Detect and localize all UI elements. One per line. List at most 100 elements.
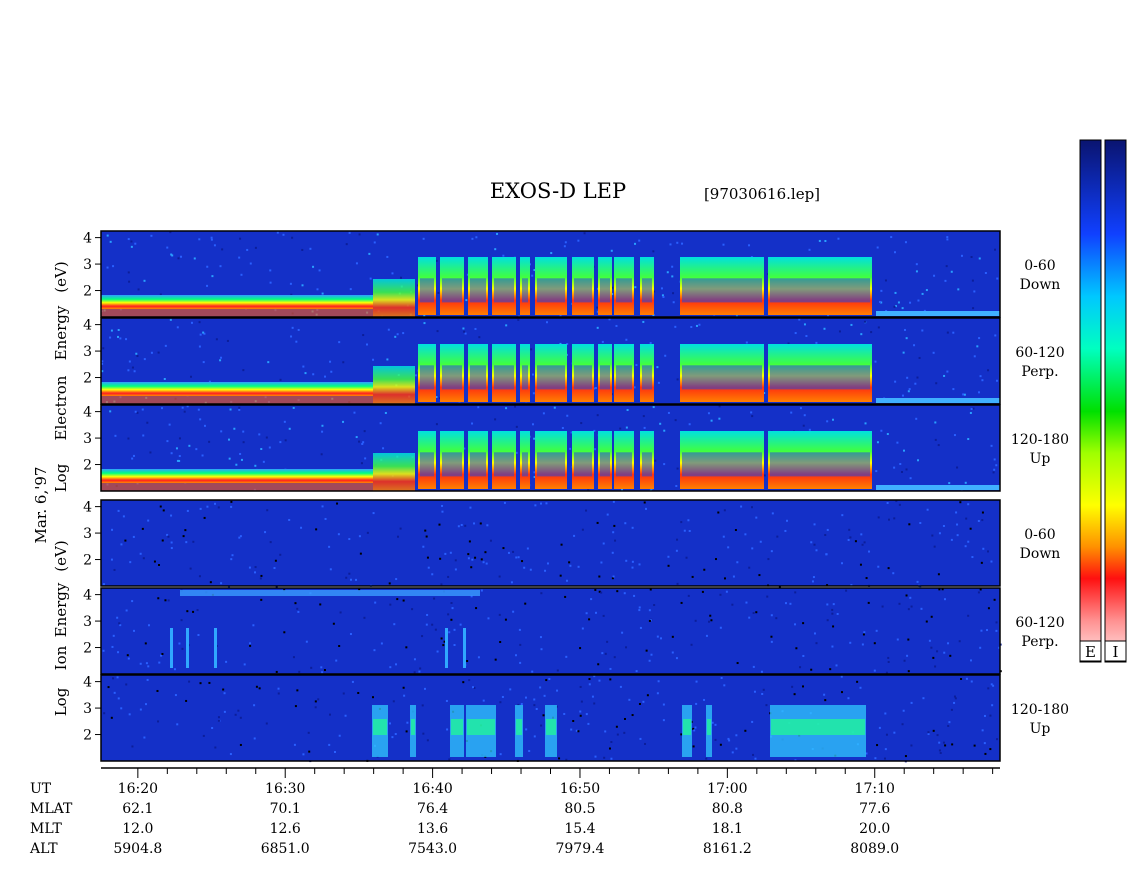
speckle	[762, 688, 765, 691]
speckle	[145, 662, 148, 665]
speckle	[964, 545, 967, 548]
speckle	[995, 379, 998, 382]
speckle	[880, 429, 883, 432]
y-tick-label: 3	[83, 344, 92, 360]
speckle	[813, 632, 816, 635]
speckle	[362, 334, 365, 337]
y-tick-label: 2	[83, 458, 92, 474]
speckle	[710, 419, 713, 422]
speckle	[656, 366, 659, 369]
speckle	[794, 623, 797, 626]
speckle	[360, 462, 363, 465]
speckle	[480, 558, 483, 561]
speckle	[267, 361, 270, 364]
ephemeris-row-name: ALT	[29, 841, 58, 857]
pitch-range-label: 0-60	[1024, 258, 1055, 274]
speckle	[348, 231, 351, 234]
speckle	[197, 634, 200, 637]
ephemeris-value: 13.6	[417, 821, 448, 837]
speckle	[305, 640, 308, 643]
speckle	[953, 701, 956, 704]
speckle	[753, 690, 756, 693]
speckle	[447, 613, 450, 616]
speckle	[266, 509, 269, 512]
speckle	[185, 541, 188, 544]
speckle	[625, 646, 628, 649]
speckle	[170, 547, 173, 550]
speckle	[723, 684, 726, 687]
speckle	[610, 757, 613, 760]
burst-core	[442, 365, 462, 390]
speckle	[608, 747, 611, 750]
speckle	[815, 642, 818, 645]
speckle	[462, 681, 465, 684]
speckle	[886, 433, 889, 436]
speckle	[802, 654, 805, 657]
speckle	[238, 536, 241, 539]
speckle	[944, 598, 947, 601]
speckle	[351, 680, 354, 683]
speckle	[727, 546, 730, 549]
speckle	[824, 533, 827, 536]
speckle	[253, 704, 256, 707]
speckle	[770, 614, 773, 617]
speckle	[705, 634, 708, 637]
speckle	[379, 422, 382, 425]
burst-core	[420, 452, 434, 477]
speckle	[956, 466, 959, 469]
speckle	[543, 694, 546, 697]
speckle	[453, 628, 456, 631]
speckle	[801, 685, 804, 688]
speckle	[899, 462, 902, 465]
speckle	[297, 328, 300, 331]
speckle	[556, 689, 559, 692]
speckle	[425, 623, 428, 626]
speckle	[859, 563, 862, 566]
speckle	[831, 645, 834, 648]
speckle	[101, 362, 104, 365]
speckle	[786, 519, 789, 522]
speckle	[894, 305, 897, 308]
speckle	[616, 733, 619, 736]
speckle	[499, 701, 502, 704]
speckle	[694, 726, 697, 729]
speckle	[660, 287, 663, 290]
low-energy-band	[101, 382, 373, 396]
ion-spike	[186, 628, 189, 668]
speckle	[587, 722, 590, 725]
speckle	[129, 561, 132, 564]
speckle	[663, 429, 666, 432]
speckle	[328, 713, 331, 716]
speckle	[888, 518, 891, 521]
speckle	[470, 566, 473, 569]
speckle	[877, 326, 880, 329]
speckle	[709, 614, 712, 617]
speckle	[594, 755, 597, 758]
speckle	[907, 608, 910, 611]
speckle	[701, 590, 704, 593]
speckle	[812, 576, 815, 579]
speckle	[157, 351, 160, 354]
speckle	[265, 722, 268, 725]
speckle	[344, 714, 347, 717]
panel-electron-1: 4 3 2	[83, 317, 1001, 405]
speckle	[994, 248, 997, 251]
speckle	[615, 324, 618, 327]
speckle	[778, 585, 781, 588]
speckle	[118, 622, 121, 625]
speckle	[671, 265, 674, 268]
speckle	[248, 566, 251, 569]
speckle	[222, 688, 225, 691]
speckle	[770, 635, 773, 638]
speckle	[242, 441, 245, 444]
burst-core	[537, 278, 565, 303]
speckle	[389, 603, 392, 606]
speckle	[971, 556, 974, 559]
speckle	[934, 438, 937, 441]
speckle	[136, 355, 139, 358]
speckle	[894, 380, 897, 383]
speckle	[813, 543, 816, 546]
speckle	[999, 670, 1002, 673]
speckle	[357, 691, 360, 694]
speckle	[130, 245, 133, 248]
